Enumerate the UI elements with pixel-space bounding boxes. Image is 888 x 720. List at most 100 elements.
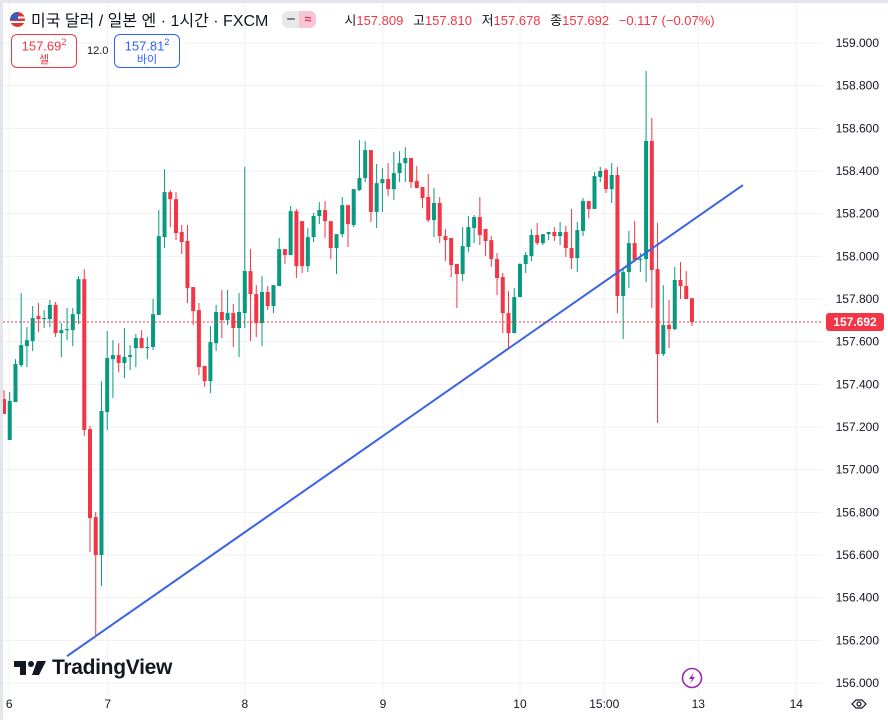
candle-body xyxy=(53,304,58,334)
price-tick-label: 158.400 xyxy=(836,164,880,178)
candle xyxy=(672,267,677,331)
spread-value: 12.0 xyxy=(87,45,109,57)
candle xyxy=(59,323,64,358)
svg-text:157.692: 157.692 xyxy=(833,315,877,329)
candle xyxy=(386,163,391,197)
price-tick-label: 159.000 xyxy=(836,36,880,50)
time-tick-label: 10 xyxy=(513,697,527,711)
candle-body xyxy=(431,203,436,221)
candle-body xyxy=(93,517,98,555)
candle-body xyxy=(36,316,41,320)
candle xyxy=(667,300,672,349)
us-flag-icon xyxy=(10,11,25,27)
candle xyxy=(426,173,431,222)
candle xyxy=(357,140,362,192)
buy-button[interactable]: 157.812 바이 xyxy=(114,34,180,68)
settings-icon[interactable] xyxy=(851,699,867,709)
sell-price-pip: 2 xyxy=(61,37,67,48)
candle-body xyxy=(575,230,580,259)
candle-body xyxy=(523,255,528,265)
candle-body xyxy=(59,330,64,334)
candle xyxy=(632,221,637,260)
open-value: 157.809 xyxy=(356,12,404,28)
candle xyxy=(277,237,282,286)
candle xyxy=(328,221,333,260)
candle xyxy=(36,303,41,333)
candle-body xyxy=(420,187,425,199)
candle-body xyxy=(581,201,586,231)
candle-body xyxy=(489,240,494,260)
candle xyxy=(684,271,689,299)
candle-body xyxy=(472,217,477,228)
candle xyxy=(615,166,620,314)
sell-button[interactable]: 157.692 셀 xyxy=(11,34,77,68)
candle-body xyxy=(386,179,391,190)
left-border xyxy=(0,0,3,720)
candle-body xyxy=(529,235,534,257)
candle-body xyxy=(219,312,224,321)
high-label: 고 xyxy=(412,12,425,28)
candle xyxy=(661,285,666,356)
candle-body xyxy=(552,232,557,237)
candle-body xyxy=(76,279,81,315)
candle xyxy=(173,192,178,241)
candle-body xyxy=(535,235,540,244)
candle-body xyxy=(191,287,196,312)
price-tick-label: 157.400 xyxy=(836,377,880,391)
candle-body xyxy=(368,150,373,212)
minus-icon[interactable]: ━ xyxy=(282,10,300,28)
price-tick-label: 156.000 xyxy=(836,676,880,690)
price-tick-label: 158.000 xyxy=(836,249,880,263)
candle-body xyxy=(19,345,24,366)
sell-label: 셀 xyxy=(38,53,50,66)
tradingview-logo-text: TradingView xyxy=(52,656,173,679)
trendline[interactable] xyxy=(66,184,744,657)
candle-body xyxy=(563,232,568,249)
candle-body xyxy=(225,313,230,321)
candle xyxy=(311,213,316,243)
candle xyxy=(523,252,528,273)
candle-body xyxy=(294,211,299,267)
candle-body xyxy=(357,178,362,190)
candle xyxy=(196,303,201,376)
candle xyxy=(529,229,534,262)
candle xyxy=(13,359,18,403)
price-axis[interactable]: 159.000 158.800 158.600 158.400 158.200 158.0… xyxy=(836,36,880,690)
open-label: 시 xyxy=(344,12,357,28)
candle-body xyxy=(603,169,608,190)
approx-icon[interactable]: ≈ xyxy=(299,10,317,28)
candle xyxy=(185,224,190,304)
candle-body xyxy=(145,347,150,349)
time-axis[interactable]: 6 7 8 9 10 15:00 13 14 xyxy=(6,697,803,711)
candle-body xyxy=(7,400,12,441)
candle xyxy=(626,230,631,289)
candle-body xyxy=(242,271,247,314)
candle-body xyxy=(667,325,672,330)
low-value: 157.678 xyxy=(493,12,541,28)
candle xyxy=(483,229,488,257)
candle xyxy=(300,221,305,273)
price-tick-label: 156.200 xyxy=(836,633,880,647)
candle xyxy=(7,392,12,441)
candle-body xyxy=(277,249,282,286)
candle xyxy=(649,118,654,308)
candle-body xyxy=(495,259,500,279)
candle-body xyxy=(122,357,127,363)
lightning-icon[interactable] xyxy=(681,667,703,689)
tradingview-logo[interactable]: TradingView xyxy=(14,656,172,680)
symbol-title[interactable]: 미국 달러 / 일본 엔 · 1시간 · FXCM xyxy=(31,13,269,30)
candle-body xyxy=(598,171,603,177)
price-tick-label: 158.800 xyxy=(836,79,880,93)
candle xyxy=(162,169,167,249)
candle xyxy=(168,189,173,228)
candle-body xyxy=(65,329,70,331)
candle-body xyxy=(311,216,316,238)
candle-body xyxy=(409,157,414,183)
candle xyxy=(19,293,24,368)
candle-body xyxy=(592,176,597,209)
chart-mode-toggle[interactable]: ━ ≈ xyxy=(282,10,317,28)
candle xyxy=(403,147,408,183)
candle-body xyxy=(397,163,402,174)
price-tick-label: 157.800 xyxy=(836,292,880,306)
